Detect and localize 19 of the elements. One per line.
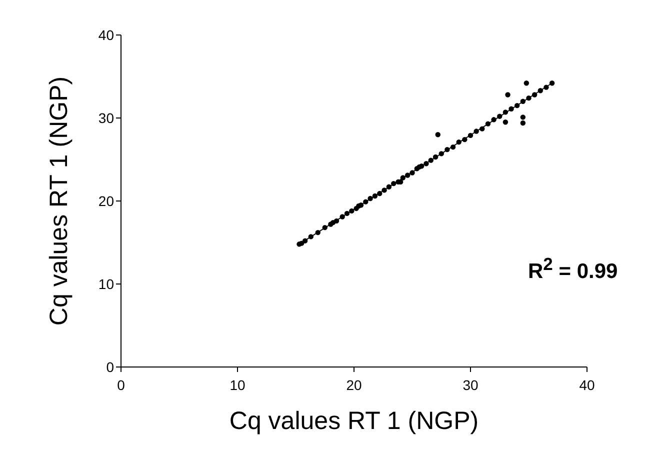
y-tick-label: 30 [98,110,114,126]
y-tick-label: 0 [106,358,114,375]
y-tick-label: 20 [98,192,114,209]
annotation: R$^{2}$ = 0.99 [528,254,618,284]
point [524,80,530,86]
y-axis-title: Cq values RT 1 (NGP) [44,76,73,326]
point [520,114,526,120]
y-tick-label: 10 [98,276,114,292]
x-tick-label: 40 [579,376,595,393]
point [502,120,508,125]
x-tick-label: 20 [346,376,362,393]
x-tick-label: 0 [117,376,126,393]
point [435,132,440,138]
y-tick-label: 40 [98,26,114,43]
point [505,92,510,98]
x-tick-label: 30 [462,376,478,393]
point [520,120,526,126]
x-axis-title: Cq values RT 1 (NGP) [229,407,479,435]
x-tick-label: 10 [230,376,246,393]
